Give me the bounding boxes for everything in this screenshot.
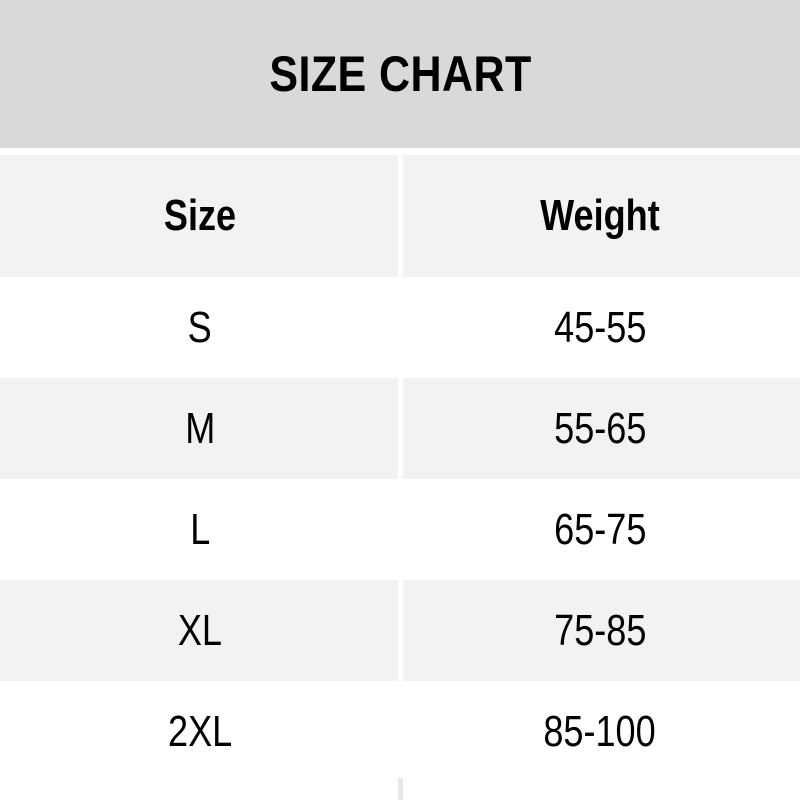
table-row: XL 75-85: [0, 580, 800, 681]
cell-size: L: [0, 479, 400, 580]
title-band: SIZE CHART: [0, 0, 800, 148]
cell-weight: 65-75: [400, 479, 800, 580]
header-cell-size: Size: [0, 155, 400, 277]
header-label-size: Size: [163, 191, 237, 240]
column-divider-tick: [398, 778, 403, 800]
cell-value-size: S: [187, 302, 213, 352]
page-title: SIZE CHART: [268, 46, 532, 102]
cell-size: XL: [0, 580, 400, 681]
cell-value-size: L: [189, 504, 211, 554]
header-cell-weight: Weight: [400, 155, 800, 277]
cell-value-weight: 85-100: [543, 706, 657, 756]
table-row: L 65-75: [0, 479, 800, 580]
header-label-weight: Weight: [540, 191, 660, 240]
cell-value-weight: 45-55: [553, 302, 647, 352]
cell-value-size: XL: [177, 605, 223, 655]
table-row: 2XL 85-100: [0, 681, 800, 782]
cell-value-size: M: [184, 403, 216, 453]
table-row: S 45-55: [0, 277, 800, 378]
cell-weight: 45-55: [400, 277, 800, 378]
cell-value-weight: 75-85: [553, 605, 647, 655]
table-row: M 55-65: [0, 378, 800, 479]
size-chart-table: Size Weight S 45-55 M 55-65 L: [0, 155, 800, 782]
cell-value-weight: 65-75: [553, 504, 647, 554]
cell-weight: 85-100: [400, 681, 800, 782]
table-header-row: Size Weight: [0, 155, 800, 277]
cell-value-weight: 55-65: [553, 403, 647, 453]
cell-weight: 75-85: [400, 580, 800, 681]
cell-size: S: [0, 277, 400, 378]
cell-size: M: [0, 378, 400, 479]
cell-weight: 55-65: [400, 378, 800, 479]
cell-value-size: 2XL: [167, 706, 233, 756]
cell-size: 2XL: [0, 681, 400, 782]
